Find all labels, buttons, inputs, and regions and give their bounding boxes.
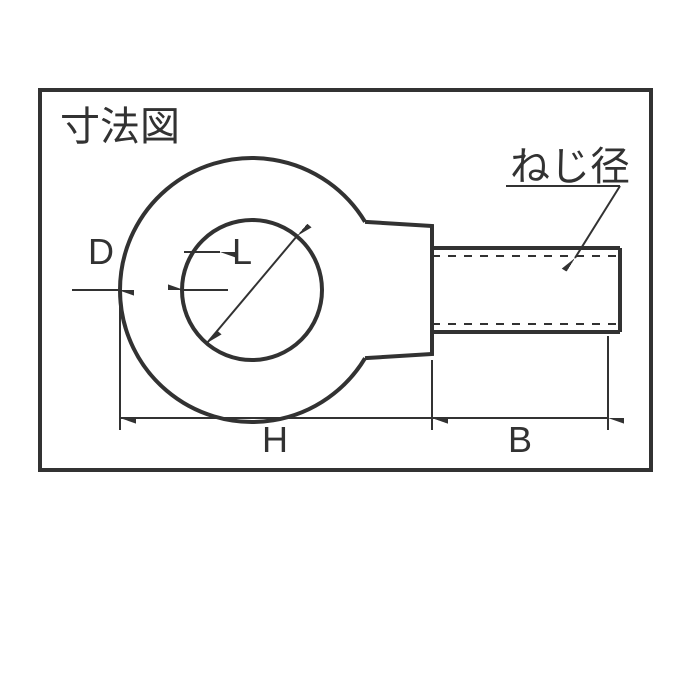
thread-dia-label: ねじ径: [510, 145, 630, 189]
shoulder-outline: [365, 222, 432, 358]
dim-h-label: H: [262, 419, 288, 460]
title-label: 寸法図: [60, 105, 180, 149]
dim-d-label: D: [88, 231, 114, 272]
dim-l-label: L: [232, 231, 252, 272]
dim-b-label: B: [508, 419, 532, 460]
ring-outer: [120, 158, 365, 422]
